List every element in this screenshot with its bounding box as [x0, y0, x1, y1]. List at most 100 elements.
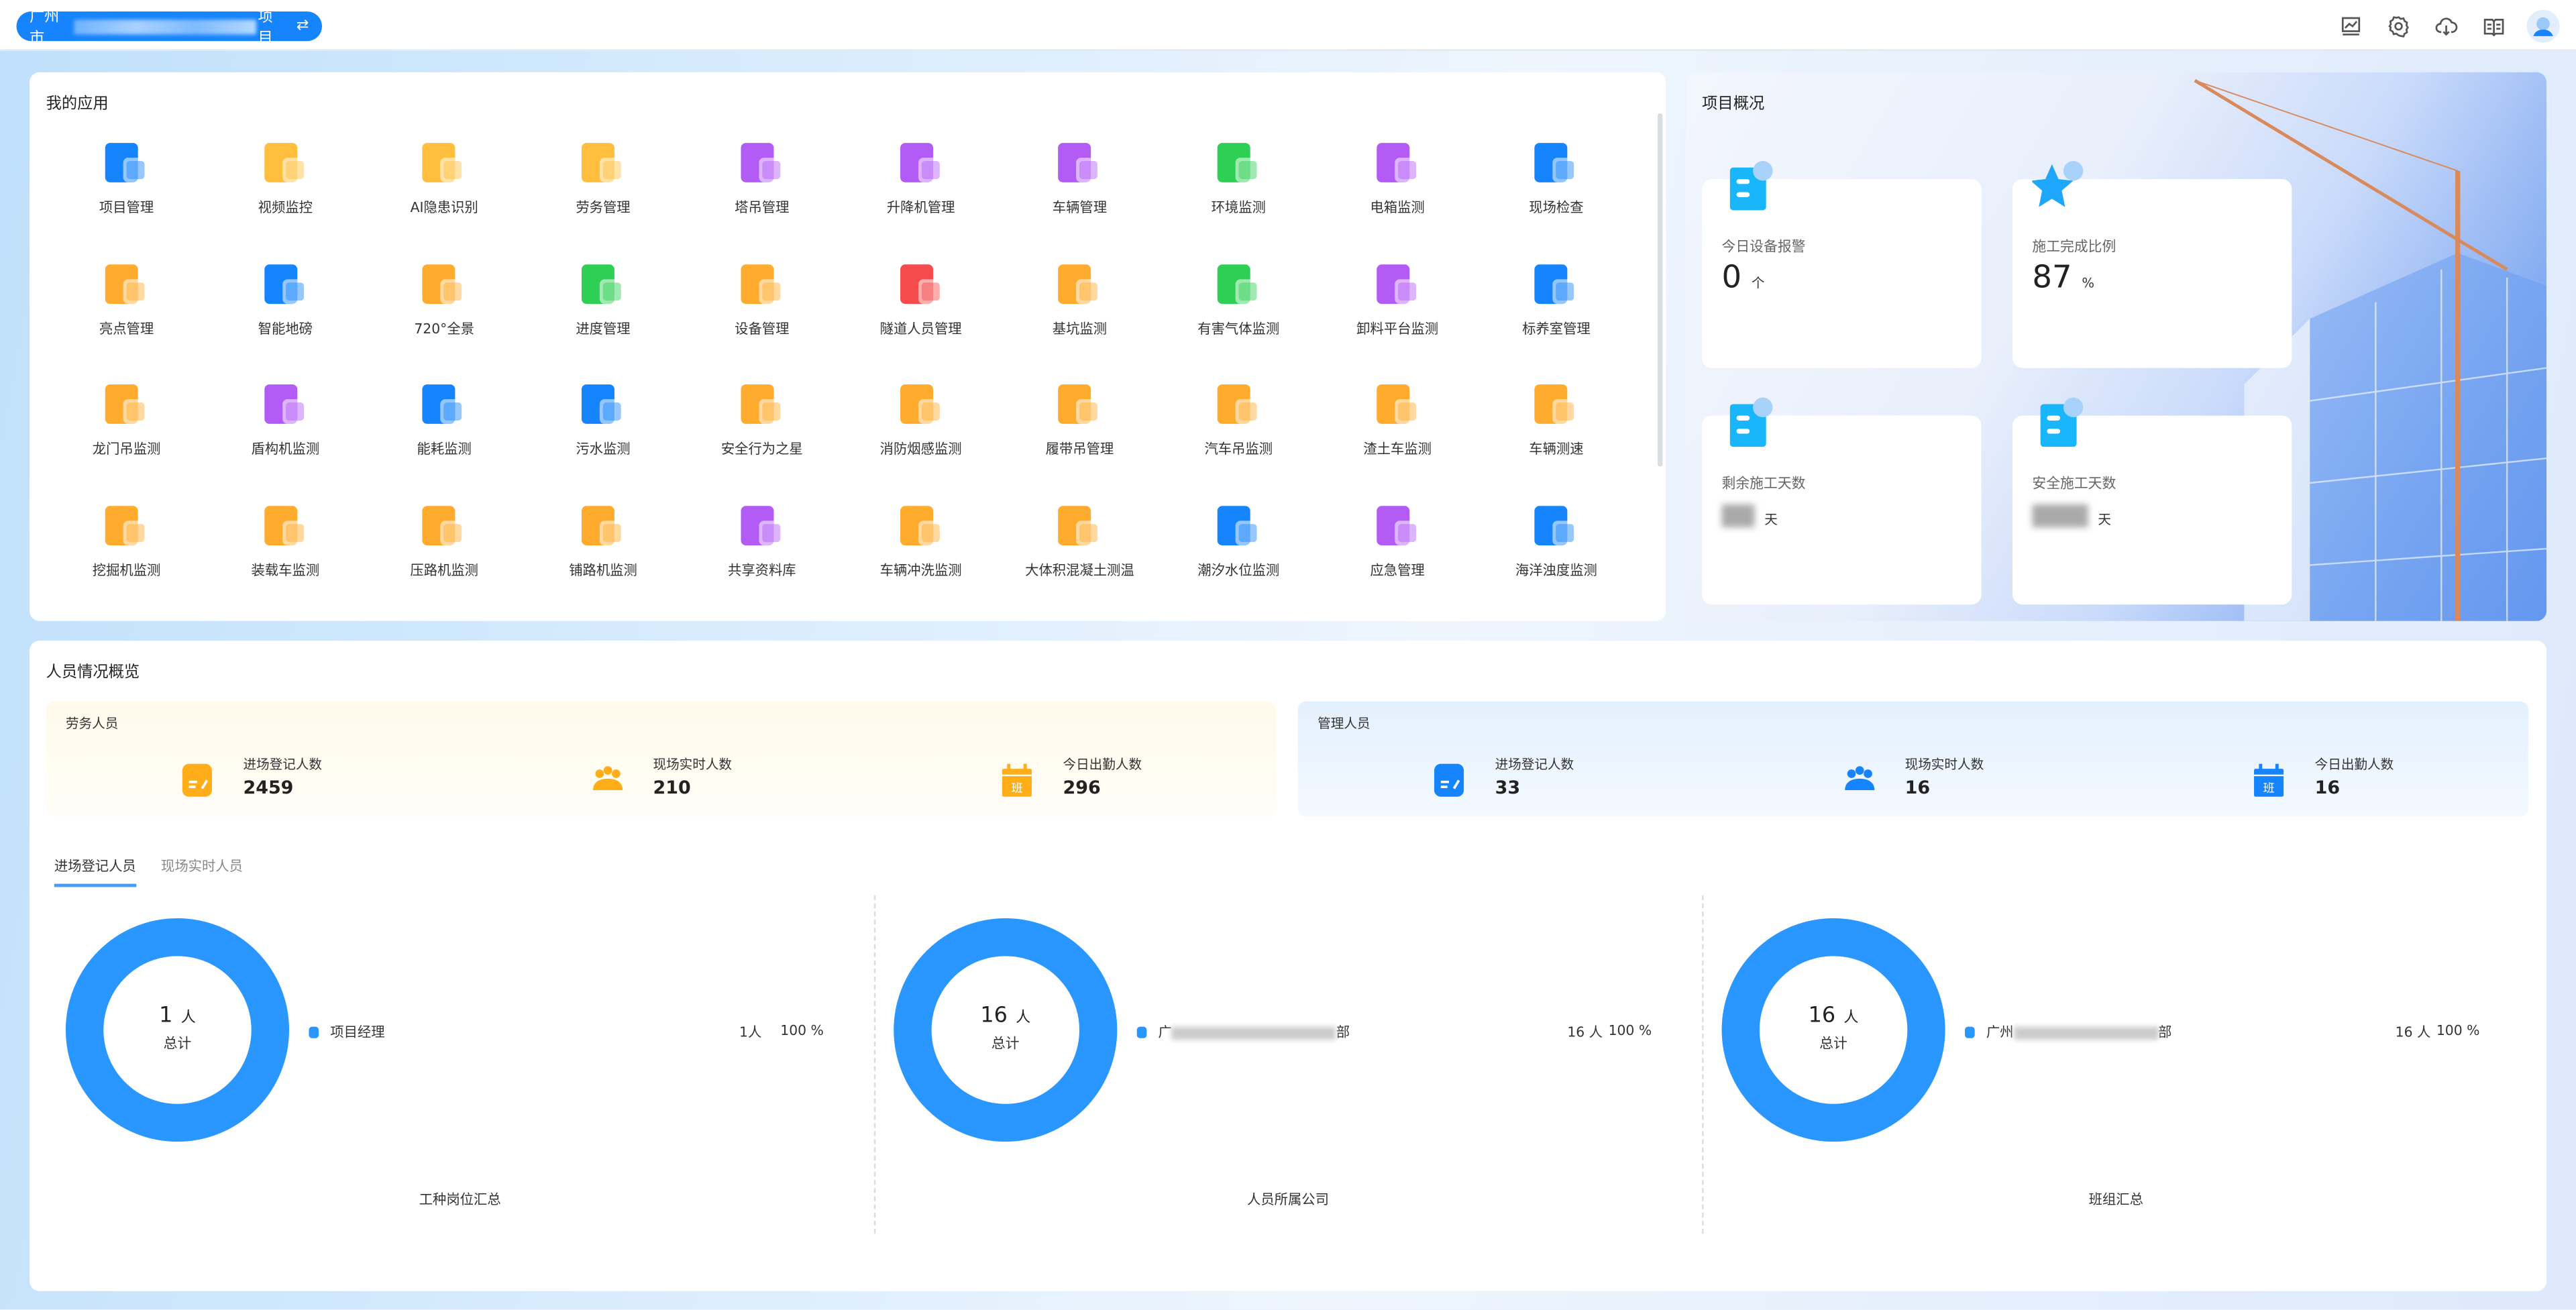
app-icon	[264, 505, 307, 545]
overview-stat-label: 施工完成比例	[2032, 239, 2116, 257]
gear-icon[interactable]	[2387, 15, 2410, 38]
legend-percent: 100 %	[2436, 1022, 2480, 1038]
app-tile[interactable]: 应急管理	[1324, 500, 1471, 599]
donut-center-label: 总计	[1819, 1036, 1847, 1053]
app-label: 应急管理	[1370, 561, 1425, 578]
legend-item[interactable]: 广州 部	[1965, 1022, 2171, 1041]
app-label: 海洋浊度监测	[1515, 561, 1597, 578]
app-tile[interactable]: 能耗监测	[370, 380, 518, 478]
legend-count: 16 人	[2395, 1023, 2431, 1040]
app-tile[interactable]: 项目管理	[52, 138, 200, 237]
app-tile[interactable]: 720°全景	[370, 259, 518, 358]
app-tile[interactable]: 设备管理	[688, 259, 836, 358]
app-tile[interactable]: AI隐患识别	[370, 138, 518, 237]
app-tile[interactable]: 劳务管理	[529, 138, 677, 237]
app-tile[interactable]: 渣土车监测	[1324, 380, 1471, 478]
book-icon[interactable]	[2482, 15, 2505, 38]
divider	[873, 895, 876, 1234]
app-tile[interactable]: 压路机监测	[370, 500, 518, 599]
avatar[interactable]	[2526, 9, 2560, 43]
cloud-download-icon[interactable]	[2434, 15, 2458, 38]
legend-item[interactable]: 项目经理	[309, 1022, 385, 1041]
total-unit: 人	[180, 1010, 196, 1027]
app-icon	[741, 384, 784, 424]
total-value: 1	[159, 1003, 173, 1029]
donut-center-total: 16 人	[1768, 1003, 1899, 1028]
app-tile[interactable]: 铺路机监测	[529, 500, 677, 599]
device-alert-icon	[1729, 161, 1773, 211]
app-tile[interactable]: 视频监控	[211, 138, 359, 237]
app-tile[interactable]: 龙门吊监测	[52, 380, 200, 478]
app-tile[interactable]: 进度管理	[529, 259, 677, 358]
app-icon	[1376, 264, 1419, 303]
app-tile[interactable]: 智能地磅	[211, 259, 359, 358]
app-tile[interactable]: 基坑监测	[1006, 259, 1153, 358]
personnel-stat-label: 进场登记人数	[243, 757, 323, 773]
personnel-stat-label: 现场实时人数	[653, 757, 733, 773]
app-tile[interactable]: 挖掘机监测	[52, 500, 200, 599]
app-tile[interactable]: 污水监测	[529, 380, 677, 478]
app-tile[interactable]: 车辆测速	[1483, 380, 1630, 478]
legend-swatch	[309, 1026, 319, 1038]
app-label: 标养室管理	[1522, 319, 1591, 336]
app-tile[interactable]: 车辆冲洗监测	[847, 500, 994, 599]
app-tile[interactable]: 现场检查	[1483, 138, 1630, 237]
project-switcher[interactable]: 广州市 项目 ⇄	[16, 10, 323, 48]
swap-icon: ⇄	[296, 17, 309, 35]
app-icon	[582, 384, 625, 424]
overview-stat-card: 剩余施工天数天	[1702, 415, 1982, 605]
project-name-suffix: 项目	[258, 9, 273, 48]
app-tile[interactable]: 车辆管理	[1006, 138, 1153, 237]
legend-item[interactable]: 广部	[1136, 1022, 1350, 1041]
app-label: 720°全景	[414, 319, 474, 336]
personnel-stat-value: 2459	[243, 777, 294, 799]
stat-unit: 天	[2098, 512, 2111, 528]
app-tile[interactable]: 隧道人员管理	[847, 259, 994, 358]
app-tile[interactable]: 潮汐水位监测	[1165, 500, 1312, 599]
app-tile[interactable]: 有害气体监测	[1165, 259, 1312, 358]
redacted-name	[1171, 1026, 1336, 1039]
overview-stat-card: 安全施工天数天	[2012, 415, 2292, 605]
app-icon	[899, 264, 943, 303]
app-tile[interactable]: 大体积混凝土测温	[1006, 500, 1153, 599]
legend-count: 16 人	[1567, 1023, 1603, 1040]
project-overview-card: 项目概况 今日设备报警 0 个施工完成比例 87% 剩余施工天数天安全施工天数天	[1685, 72, 2546, 621]
app-icon	[1376, 143, 1419, 182]
overview-title: 项目概况	[1702, 95, 1765, 113]
tab-registered-personnel[interactable]: 进场登记人员	[54, 856, 136, 887]
app-label: 挖掘机监测	[92, 561, 161, 578]
app-tile[interactable]: 汽车吊监测	[1165, 380, 1312, 478]
donut-slice[interactable]	[1721, 918, 1945, 1142]
app-tile[interactable]: 环境监测	[1165, 138, 1312, 237]
app-tile[interactable]: 塔吊管理	[688, 138, 836, 237]
app-tile[interactable]: 共享资料库	[688, 500, 836, 599]
app-tile[interactable]: 盾构机监测	[211, 380, 359, 478]
app-tile[interactable]: 亮点管理	[52, 259, 200, 358]
app-tile[interactable]: 海洋浊度监测	[1483, 500, 1630, 599]
donut-chart-panel: 16 人总计 广州 部 16 人 100 % 班组汇总	[1686, 895, 2514, 1240]
mgmt-panel-title: 管理人员	[1318, 716, 1371, 731]
monitor-chart-icon[interactable]	[2339, 15, 2362, 38]
apps-scrollbar[interactable]	[1658, 113, 1663, 467]
app-label: 智能地磅	[258, 319, 313, 336]
shift-badge: 班	[1011, 781, 1022, 795]
personnel-stat-label: 进场登记人数	[1495, 757, 1574, 773]
app-tile[interactable]: 安全行为之星	[688, 380, 836, 478]
donut-slice[interactable]	[894, 918, 1118, 1142]
redacted-name	[2013, 1026, 2159, 1039]
app-label: 污水监测	[576, 440, 631, 457]
app-tile[interactable]: 装载车监测	[211, 500, 359, 599]
donut-slice[interactable]	[65, 918, 290, 1142]
tab-onsite-personnel[interactable]: 现场实时人员	[161, 857, 243, 874]
app-tile[interactable]: 标养室管理	[1483, 259, 1630, 358]
app-tile[interactable]: 履带吊管理	[1006, 380, 1153, 478]
labor-panel-title: 劳务人员	[65, 716, 119, 731]
legend-name-prefix: 广州	[1986, 1023, 2014, 1040]
app-tile[interactable]: 电箱监测	[1324, 138, 1471, 237]
mgmt-panel: 管理人员 进场登记人数 33 现场实时人数 16 班 今日出勤人数 16	[1297, 701, 2529, 817]
app-tile[interactable]: 卸料平台监测	[1324, 259, 1471, 358]
donut-chart	[894, 918, 1118, 1142]
app-tile[interactable]: 升降机管理	[847, 138, 994, 237]
app-tile[interactable]: 消防烟感监测	[847, 380, 994, 478]
